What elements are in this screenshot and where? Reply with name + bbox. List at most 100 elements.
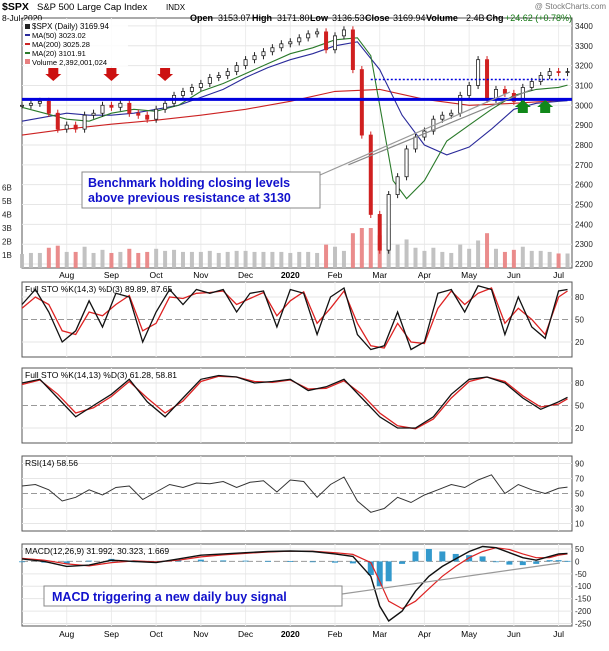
high-value: 3171.80 bbox=[277, 13, 310, 23]
macd-histogram-bar bbox=[19, 561, 25, 563]
volume-bar bbox=[565, 253, 570, 268]
legend-ma200: MA(200) 3025.28 bbox=[32, 40, 90, 49]
price-candle bbox=[252, 55, 257, 61]
volume-bar bbox=[109, 252, 114, 268]
macd-histogram-bar bbox=[309, 561, 316, 563]
x-tick-label: Dec bbox=[238, 270, 254, 280]
note-pointer-line bbox=[319, 91, 511, 176]
macd-histogram-bar bbox=[197, 559, 204, 562]
price-candle bbox=[19, 104, 24, 107]
price-candle bbox=[100, 104, 105, 114]
volume-bar bbox=[28, 252, 33, 268]
macd-histogram-bar bbox=[492, 561, 499, 563]
close-label: Close bbox=[365, 13, 390, 23]
y-tick-label: 2600 bbox=[575, 181, 593, 190]
x-tick-label: Mar bbox=[372, 629, 387, 639]
x-tick-label: May bbox=[461, 629, 478, 639]
index-name: S&P 500 Large Cap Index bbox=[37, 2, 147, 13]
change-value: +24.62 (+0.78%) bbox=[505, 13, 572, 23]
rsi-axis-labels: 10 30 50 70 90 bbox=[575, 460, 584, 529]
price-candle bbox=[145, 114, 150, 120]
volume-tick-label: 2B bbox=[2, 238, 12, 247]
volume-bar bbox=[82, 246, 87, 268]
macd-histogram-bar bbox=[63, 561, 70, 564]
macd-histogram-bar bbox=[546, 560, 553, 562]
x-tick-label: Jul bbox=[553, 270, 564, 280]
signal-arrows bbox=[45, 68, 554, 113]
volume-bar bbox=[243, 250, 248, 268]
volume-bar bbox=[207, 250, 212, 268]
y-tick-label: 3300 bbox=[575, 42, 593, 51]
x-tick-label: Nov bbox=[193, 629, 209, 639]
exchange-code: INDX bbox=[166, 3, 186, 12]
macd-histogram-bar bbox=[385, 561, 392, 582]
price-candle bbox=[82, 114, 87, 130]
volume-bar bbox=[163, 250, 168, 268]
price-candle bbox=[476, 59, 481, 86]
x-tick-label: Jun bbox=[507, 270, 521, 280]
x-tick-label: Apr bbox=[418, 270, 431, 280]
volume-bar bbox=[556, 253, 561, 268]
volume-axis-labels: 1B 2B 3B 4B 5B 6B bbox=[2, 184, 12, 261]
price-candle bbox=[127, 102, 132, 114]
volume-bar bbox=[324, 244, 329, 268]
x-tick-label: 2020 bbox=[281, 270, 300, 280]
y-tick-label: 70 bbox=[575, 475, 584, 484]
sto1-d-line bbox=[21, 287, 568, 349]
y-tick-label: 3100 bbox=[575, 81, 593, 90]
sto2-k-line bbox=[21, 374, 568, 429]
ma200-line bbox=[21, 88, 568, 136]
macd-histogram-bar bbox=[349, 561, 356, 564]
volume-bar bbox=[395, 244, 400, 268]
volume-bar bbox=[529, 250, 534, 268]
change-label: Chg bbox=[486, 13, 504, 23]
y-tick-label: 2800 bbox=[575, 141, 593, 150]
x-tick-label: Oct bbox=[150, 270, 164, 280]
price-candle bbox=[467, 85, 472, 96]
volume-bar bbox=[476, 240, 481, 268]
volume-bar bbox=[252, 251, 257, 268]
macd-histogram-bar bbox=[376, 561, 383, 587]
x-tick-label: Feb bbox=[328, 629, 343, 639]
y-tick-label: 50 bbox=[575, 316, 584, 325]
x-tick-label: 2020 bbox=[281, 629, 300, 639]
volume-value: 2.4B bbox=[466, 13, 485, 23]
y-tick-label: -200 bbox=[575, 607, 592, 616]
volume-bar bbox=[64, 251, 69, 268]
sto2-title: Full STO %K(14,13) %D(3) 61.28, 58.81 bbox=[25, 370, 177, 380]
macd-histogram-bar bbox=[479, 556, 486, 562]
macd-panel bbox=[21, 543, 573, 627]
volume-bar bbox=[315, 252, 320, 268]
price-candle bbox=[529, 81, 534, 88]
legend-volume-swatch bbox=[25, 59, 30, 64]
price-candle bbox=[279, 43, 284, 49]
price-note-box bbox=[81, 171, 321, 209]
x-tick-label: Aug bbox=[59, 270, 74, 280]
volume-bar bbox=[359, 228, 364, 268]
y-tick-label: 2900 bbox=[575, 121, 593, 130]
volume-bar bbox=[91, 252, 96, 268]
y-tick-label: 2500 bbox=[575, 201, 593, 210]
volume-bar bbox=[288, 252, 293, 268]
price-candle bbox=[333, 35, 338, 51]
volume-bar bbox=[189, 251, 194, 268]
price-candle bbox=[46, 100, 51, 114]
macd-line bbox=[21, 545, 568, 623]
volume-bar bbox=[458, 244, 463, 268]
y-tick-label: 80 bbox=[575, 293, 584, 302]
volume-bar bbox=[127, 248, 132, 268]
x-tick-label: May bbox=[461, 270, 478, 280]
volume-tick-label: 1B bbox=[2, 251, 12, 260]
x-tick-label: Jul bbox=[553, 629, 564, 639]
price-candle bbox=[91, 112, 96, 116]
volume-bar bbox=[547, 251, 552, 268]
volume-bar bbox=[467, 248, 472, 268]
y-tick-label: 90 bbox=[575, 460, 584, 469]
rsi-title: RSI(14) 58.56 bbox=[25, 458, 78, 468]
volume-bar bbox=[431, 247, 436, 268]
macd-histogram-bar bbox=[86, 560, 93, 562]
x-tick-label: Dec bbox=[238, 629, 254, 639]
volume-bar bbox=[154, 248, 159, 268]
macd-histogram-bar bbox=[412, 551, 419, 562]
